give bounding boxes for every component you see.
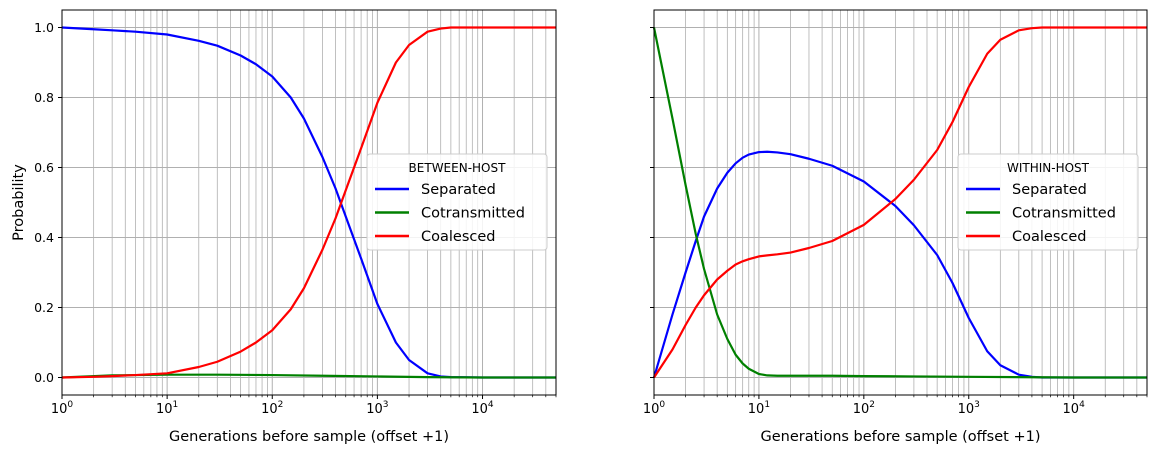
chart-1-legend-box	[957, 153, 1139, 251]
chart-0-y-tick-label: 0.6	[34, 160, 54, 175]
chart-0-legend-label-separated: Separated	[421, 182, 496, 198]
chart-0-series-line-coalesced	[61, 26, 556, 379]
chart-1-series-line-cotransmitted	[652, 27, 1147, 379]
chart-1-x-tick-label: 104	[1063, 400, 1086, 417]
chart-0-x-tick-label: 103	[366, 400, 388, 417]
chart-1-legend-label-coalesced: Coalesced	[1012, 229, 1086, 245]
chart-0-x-tick-label: 100	[51, 400, 74, 417]
chart-1-legend-label-cotransmitted: Cotransmitted	[1012, 206, 1116, 222]
chart-1-legend-label-separated: Separated	[1012, 182, 1087, 198]
chart-0-y-tick-label: 0.8	[34, 90, 54, 105]
chart-1-legend-title: WITHIN-HOST	[1007, 161, 1090, 175]
chart-0-y-axis-label: Probability	[11, 164, 27, 241]
chart-1-series-line-separated	[652, 150, 1147, 379]
chart-0-legend: BETWEEN-HOST Separated Cotransmitted Coales…	[366, 153, 548, 251]
chart-1-series-line-coalesced	[653, 26, 1147, 379]
chart-0-x-tick-label: 102	[261, 400, 283, 417]
chart-0-legend-label-cotransmitted: Cotransmitted	[421, 206, 525, 222]
chart-1-axes-frame	[653, 9, 1148, 396]
right-chart-panel: 100 101 102 103 104 Generations before sample…	[643, 9, 1148, 445]
chart-0-y-tick-label: 1.0	[34, 20, 54, 35]
chart-0-y-tick-label: 0.4	[34, 230, 54, 245]
chart-1-x-tick-label: 101	[748, 400, 770, 417]
chart-0-legend-label-coalesced: Coalesced	[421, 229, 495, 245]
chart-1-x-tick-label: 103	[958, 400, 980, 417]
chart-1-x-tick-label: 102	[853, 400, 875, 417]
chart-0-legend-title: BETWEEN-HOST	[409, 161, 507, 175]
chart-0-y-tick-label: 0.0	[34, 370, 54, 385]
chart-0-legend-box	[366, 153, 548, 251]
chart-1-legend: WITHIN-HOST Separated Cotransmitted Coalesc…	[957, 153, 1139, 251]
chart-1-x-tick-label: 100	[643, 400, 666, 417]
chart-0-x-tick-label: 101	[156, 400, 178, 417]
chart-0-x-axis-label: Generations before sample (offset +1)	[169, 429, 449, 445]
chart-1-x-axis-label: Generations before sample (offset +1)	[761, 429, 1041, 445]
chart-0-axes-frame	[61, 9, 557, 396]
left-chart-panel: 100 101 102 103 104 0.0 0.2 0.4 0.6 0.8 1.0 Generat…	[11, 9, 557, 445]
chart-0-series-line-separated	[61, 26, 556, 379]
chart-0-x-tick-label: 104	[471, 400, 494, 417]
chart-0-y-tick-label: 0.2	[34, 300, 54, 315]
